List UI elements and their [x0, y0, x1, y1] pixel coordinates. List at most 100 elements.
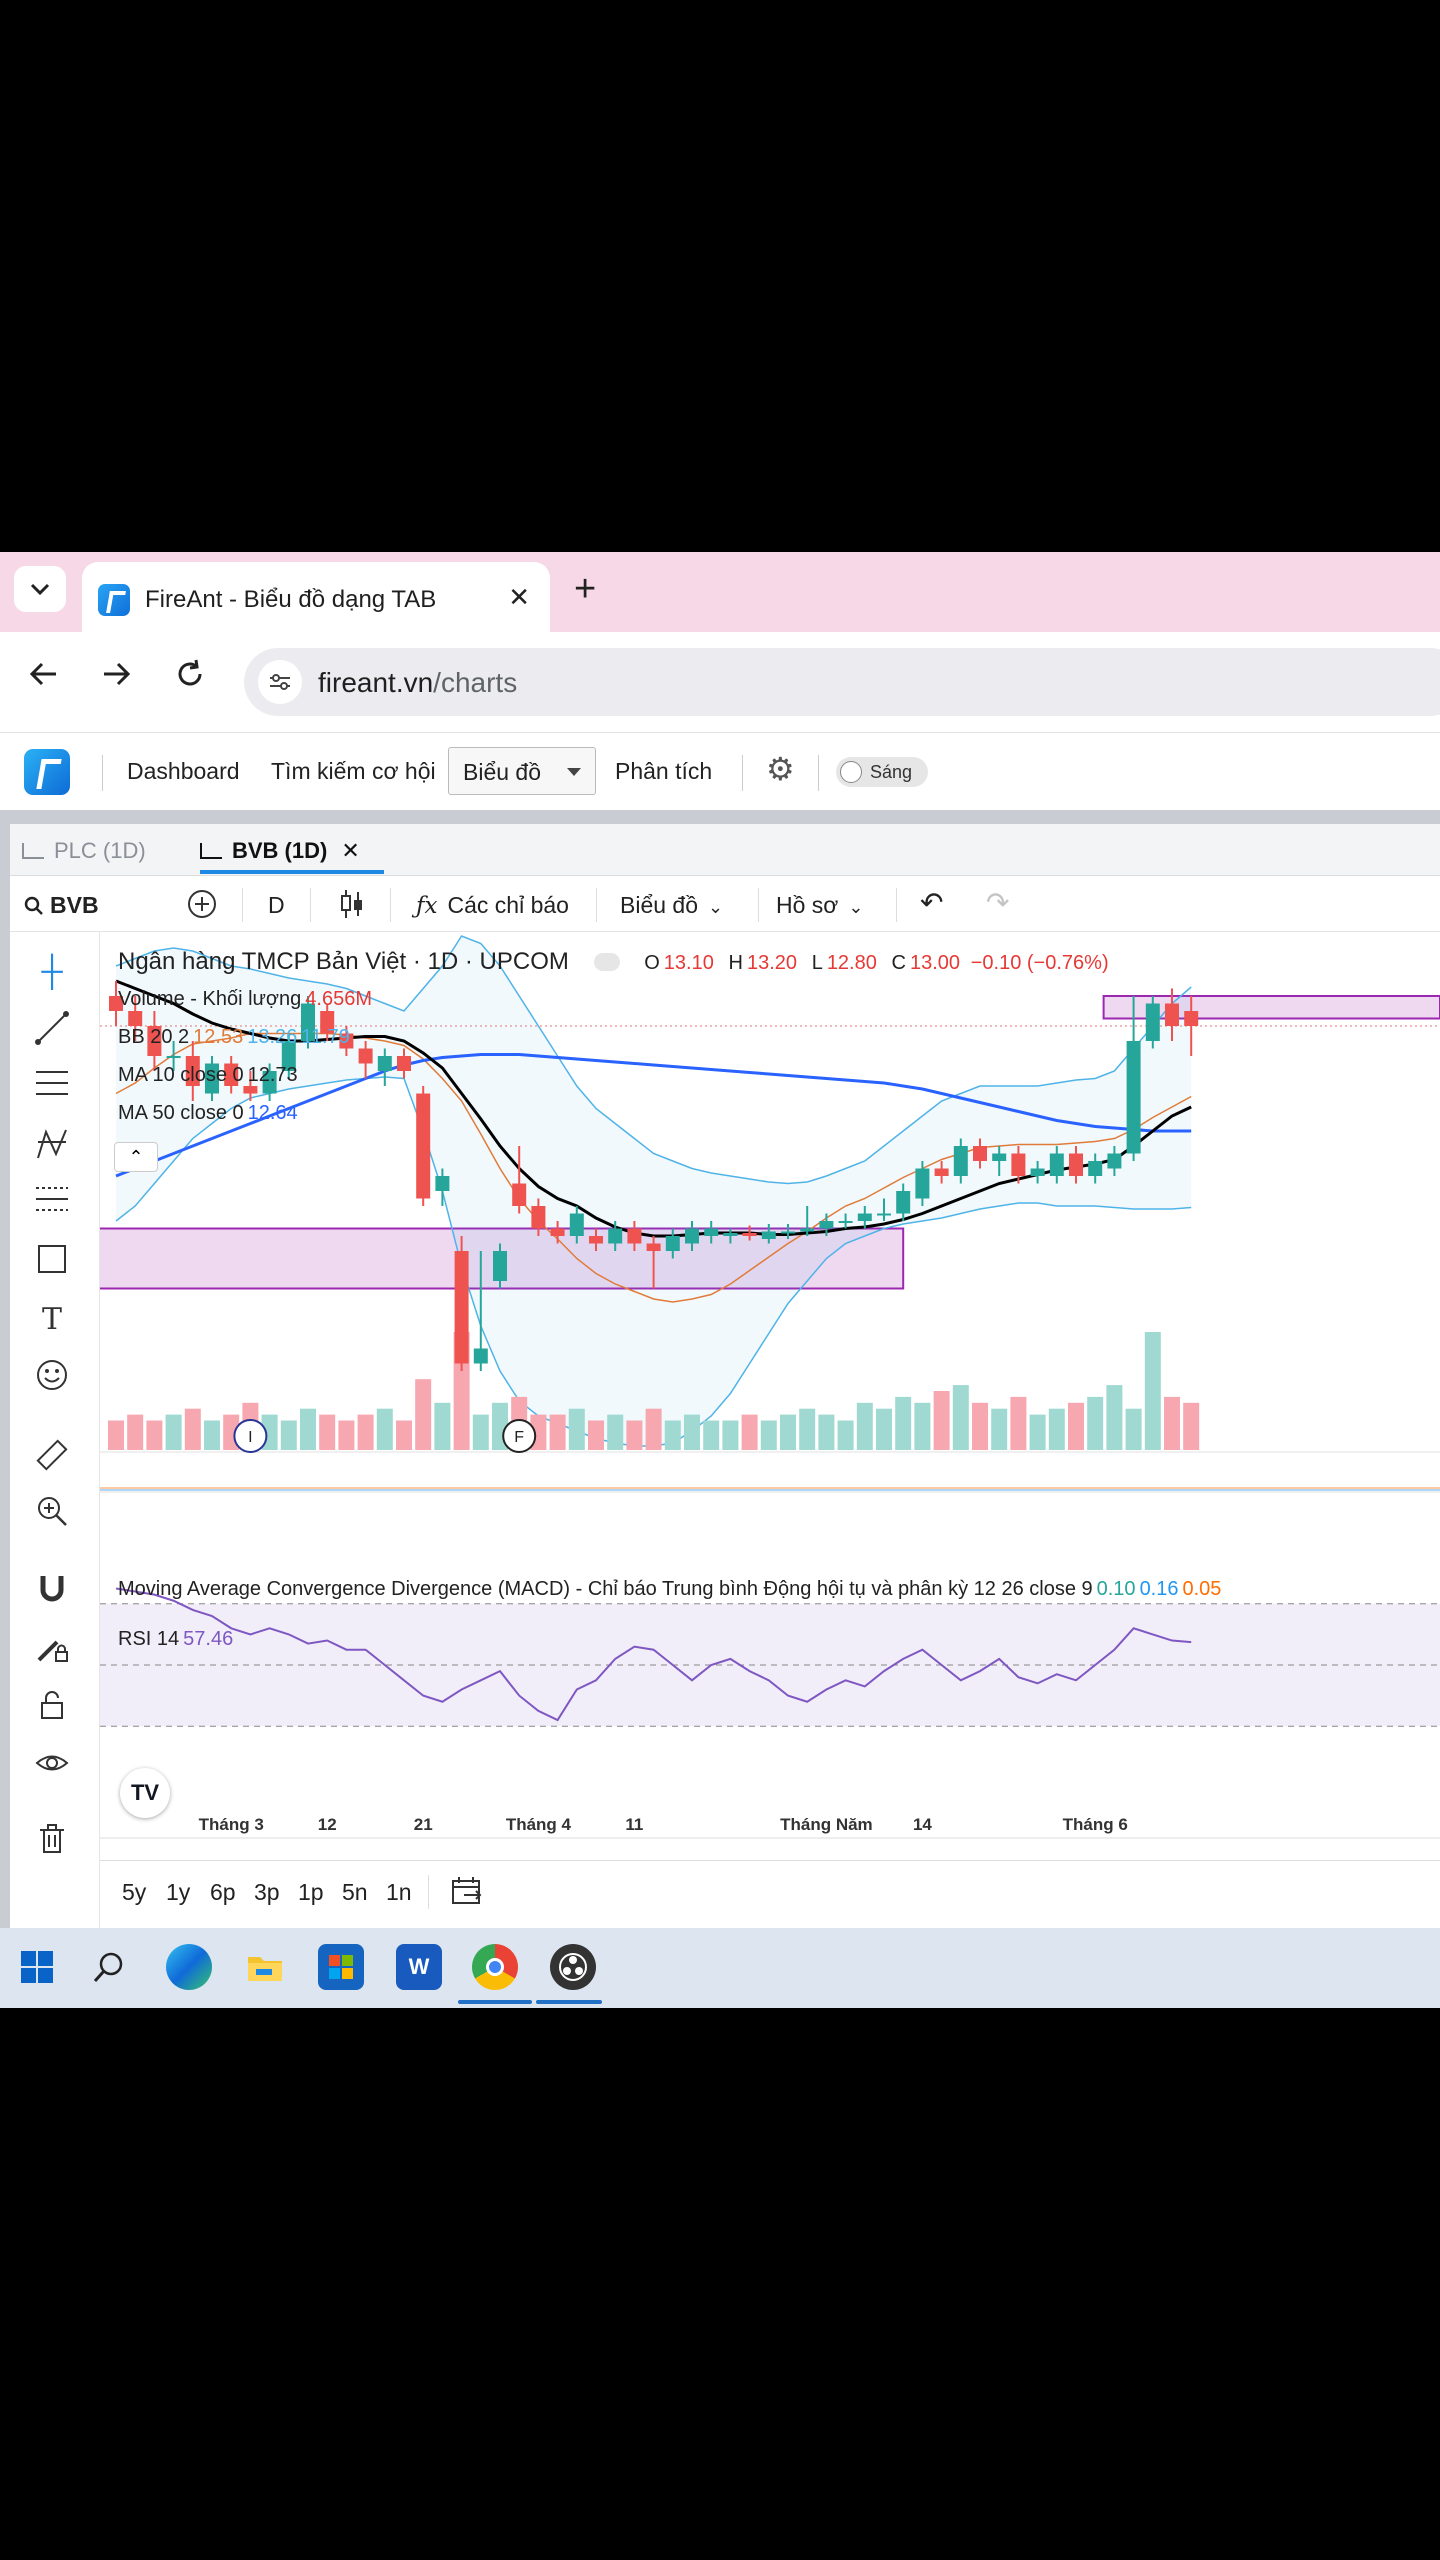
- taskbar-search-icon[interactable]: [86, 1944, 132, 1990]
- emoji-tool[interactable]: [32, 1358, 72, 1398]
- volume-bar: [741, 1414, 758, 1450]
- chart-legend-title: Ngân hàng TMCP Bản Việt · 1D · UPCOM O 13…: [118, 948, 1109, 975]
- tab-close-button[interactable]: ✕: [508, 582, 530, 612]
- volume-bar: [780, 1414, 796, 1450]
- edge-browser-icon[interactable]: [166, 1944, 212, 1990]
- obs-icon[interactable]: [550, 1944, 596, 1990]
- crosshair-icon: ┼: [41, 955, 63, 988]
- candle-body: [512, 1183, 527, 1206]
- range-button-1p[interactable]: 1p: [298, 1879, 324, 1905]
- volume-bar: [1125, 1408, 1142, 1450]
- word-icon[interactable]: W: [396, 1944, 442, 1990]
- arrow-left-icon: [29, 662, 56, 686]
- nav-analysis[interactable]: Phân tích: [615, 758, 713, 784]
- redo-icon: ↷: [986, 887, 1010, 918]
- event-marker-label: I: [248, 1429, 252, 1446]
- profile-menu-button[interactable]: Hồ sơ ⌄: [776, 892, 863, 919]
- date-range-button[interactable]: [450, 1875, 484, 1913]
- reload-icon: [178, 659, 202, 686]
- visibility-tool[interactable]: [32, 1746, 72, 1786]
- ruler-tool[interactable]: [32, 1438, 72, 1478]
- candle-body: [819, 1221, 834, 1229]
- forward-button[interactable]: [100, 658, 132, 697]
- site-info-icon[interactable]: [258, 660, 302, 704]
- candle-body: [1126, 1041, 1141, 1154]
- range-button-6p[interactable]: 6p: [210, 1879, 236, 1905]
- bb-upper-line: [115, 935, 1192, 1185]
- microsoft-store-icon[interactable]: [318, 1944, 364, 1990]
- undo-icon: ↶: [920, 887, 944, 918]
- collapse-legend-icon[interactable]: [593, 953, 620, 971]
- range-button-1y[interactable]: 1y: [166, 1879, 191, 1905]
- chart-tab-close-button[interactable]: ✕: [341, 838, 360, 863]
- bb-fill: [116, 936, 1192, 1446]
- candle-body: [704, 1228, 719, 1236]
- tab-list-button[interactable]: [14, 566, 66, 612]
- range-button-3p[interactable]: 3p: [254, 1879, 280, 1905]
- candle-style-button[interactable]: [338, 888, 366, 926]
- lock-tool[interactable]: [32, 1688, 72, 1728]
- candle-body: [397, 1056, 411, 1071]
- candle-body: [934, 1168, 949, 1176]
- pattern-tool[interactable]: [32, 1126, 72, 1166]
- legend-ma50: MA 50 close 0 12.64: [118, 1102, 298, 1124]
- collapse-legend-button[interactable]: ⌃: [114, 1142, 158, 1172]
- candle-body: [1145, 1003, 1160, 1041]
- horizontal-lines-tool[interactable]: [32, 1068, 72, 1108]
- new-tab-button[interactable]: +: [574, 568, 597, 610]
- magnet-tool[interactable]: [32, 1572, 72, 1612]
- volume-bar: [357, 1414, 374, 1450]
- x-axis-tick-label: Tháng 3: [199, 1815, 264, 1834]
- gear-icon[interactable]: ⚙: [766, 751, 795, 787]
- rectangle-tool[interactable]: [32, 1242, 72, 1282]
- chevron-down-icon: [30, 583, 50, 596]
- url-input[interactable]: fireant.vn/charts: [244, 648, 1440, 716]
- lock-drawing-tool[interactable]: [32, 1630, 72, 1670]
- chart-menu-button[interactable]: Biểu đồ ⌄: [620, 892, 723, 919]
- candle-body: [915, 1168, 930, 1199]
- volume-bar: [933, 1391, 950, 1450]
- candle-body: [781, 1231, 795, 1234]
- windows-start-icon[interactable]: [14, 1944, 60, 1990]
- volume-bar: [396, 1420, 412, 1450]
- chart-tab-plc[interactable]: PLC (1D): [22, 838, 146, 864]
- zoom-tool[interactable]: [32, 1494, 72, 1534]
- theme-toggle[interactable]: Sáng: [836, 757, 928, 787]
- interval-button[interactable]: D: [268, 892, 285, 918]
- browser-tab-active[interactable]: FireAnt - Biểu đồ dạng TAB ✕: [82, 562, 550, 632]
- nav-search-opportunities[interactable]: Tìm kiếm cơ hội: [271, 758, 436, 784]
- chrome-icon[interactable]: [472, 1944, 518, 1990]
- range-button-5y[interactable]: 5y: [122, 1879, 147, 1905]
- trendline-tool[interactable]: [32, 1010, 72, 1050]
- add-symbol-button[interactable]: [186, 888, 218, 926]
- legend-bb: BB 20 2 12.53 13.26 11.79: [118, 1026, 350, 1048]
- volume-bar: [799, 1408, 816, 1450]
- symbol-search[interactable]: BVB: [24, 892, 99, 919]
- back-button[interactable]: [28, 658, 60, 697]
- delete-tool[interactable]: [32, 1822, 72, 1862]
- candle-body: [358, 1048, 373, 1064]
- candle-body: [569, 1213, 584, 1236]
- fib-tool[interactable]: [32, 1184, 72, 1224]
- volume-bar: [300, 1408, 316, 1450]
- candle-body: [339, 1033, 354, 1049]
- file-explorer-icon[interactable]: [242, 1944, 288, 1990]
- indicators-button[interactable]: ƒx Các chỉ báo: [416, 892, 569, 919]
- fireant-logo-icon[interactable]: [24, 749, 70, 795]
- reload-button[interactable]: [174, 658, 206, 699]
- browser-window: FireAnt - Biểu đồ dạng TAB ✕ + fireant.v…: [0, 552, 1440, 2008]
- redo-button[interactable]: ↷: [986, 886, 1009, 919]
- nav-dashboard[interactable]: Dashboard: [127, 758, 240, 784]
- profile-menu-label: Hồ sơ: [776, 892, 839, 918]
- text-tool[interactable]: T: [32, 1300, 72, 1340]
- chart-icon: [200, 843, 222, 859]
- range-button-1n[interactable]: 1n: [386, 1879, 412, 1905]
- range-button-5n[interactable]: 5n: [342, 1879, 368, 1905]
- undo-button[interactable]: ↶: [920, 886, 943, 919]
- event-marker: [502, 1419, 537, 1453]
- price-chart[interactable]: Tháng 3 12 21 Tháng 4 11 Tháng Năm 14 Tháng 6 I…: [100, 932, 1440, 1860]
- chart-tab-bvb[interactable]: BVB (1D) ✕: [200, 838, 360, 864]
- tradingview-logo-icon[interactable]: TV: [120, 1768, 170, 1818]
- crosshair-tool[interactable]: ┼: [32, 952, 72, 992]
- chart-type-select[interactable]: Biểu đồ: [448, 747, 596, 795]
